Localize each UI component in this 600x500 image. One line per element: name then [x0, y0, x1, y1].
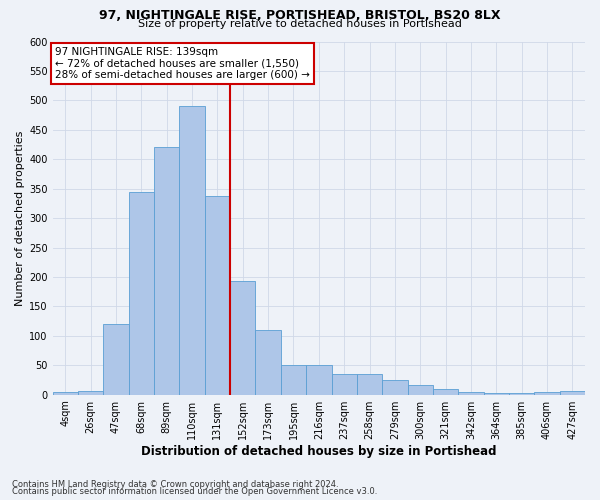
Bar [281, 366, 306, 394]
Bar [230, 281, 256, 394]
Bar [484, 393, 509, 394]
Text: 97, NIGHTINGALE RISE, PORTISHEAD, BRISTOL, BS20 8LX: 97, NIGHTINGALE RISE, PORTISHEAD, BRISTO… [99, 9, 501, 22]
Text: 97 NIGHTINGALE RISE: 139sqm
← 72% of detached houses are smaller (1,550)
28% of : 97 NIGHTINGALE RISE: 139sqm ← 72% of det… [55, 47, 310, 80]
Bar [129, 192, 154, 394]
Bar [103, 324, 129, 394]
Bar [256, 330, 281, 394]
Text: Contains HM Land Registry data © Crown copyright and database right 2024.: Contains HM Land Registry data © Crown c… [12, 480, 338, 489]
Bar [306, 366, 332, 394]
Bar [560, 391, 585, 394]
Bar [179, 106, 205, 395]
Bar [357, 374, 382, 394]
Bar [382, 380, 407, 394]
Bar [78, 391, 103, 394]
Bar [433, 389, 458, 394]
Bar [205, 196, 230, 394]
Text: Contains public sector information licensed under the Open Government Licence v3: Contains public sector information licen… [12, 487, 377, 496]
Bar [509, 393, 535, 394]
Bar [53, 392, 78, 394]
Bar [407, 384, 433, 394]
Bar [458, 392, 484, 394]
Bar [535, 392, 560, 394]
Y-axis label: Number of detached properties: Number of detached properties [15, 130, 25, 306]
Text: Size of property relative to detached houses in Portishead: Size of property relative to detached ho… [138, 19, 462, 29]
Bar [332, 374, 357, 394]
X-axis label: Distribution of detached houses by size in Portishead: Distribution of detached houses by size … [141, 444, 497, 458]
Bar [154, 148, 179, 394]
